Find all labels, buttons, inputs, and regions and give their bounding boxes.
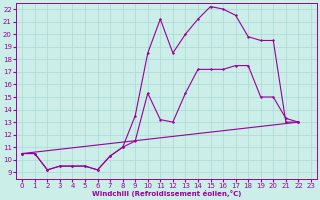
X-axis label: Windchill (Refroidissement éolien,°C): Windchill (Refroidissement éolien,°C) xyxy=(92,190,241,197)
